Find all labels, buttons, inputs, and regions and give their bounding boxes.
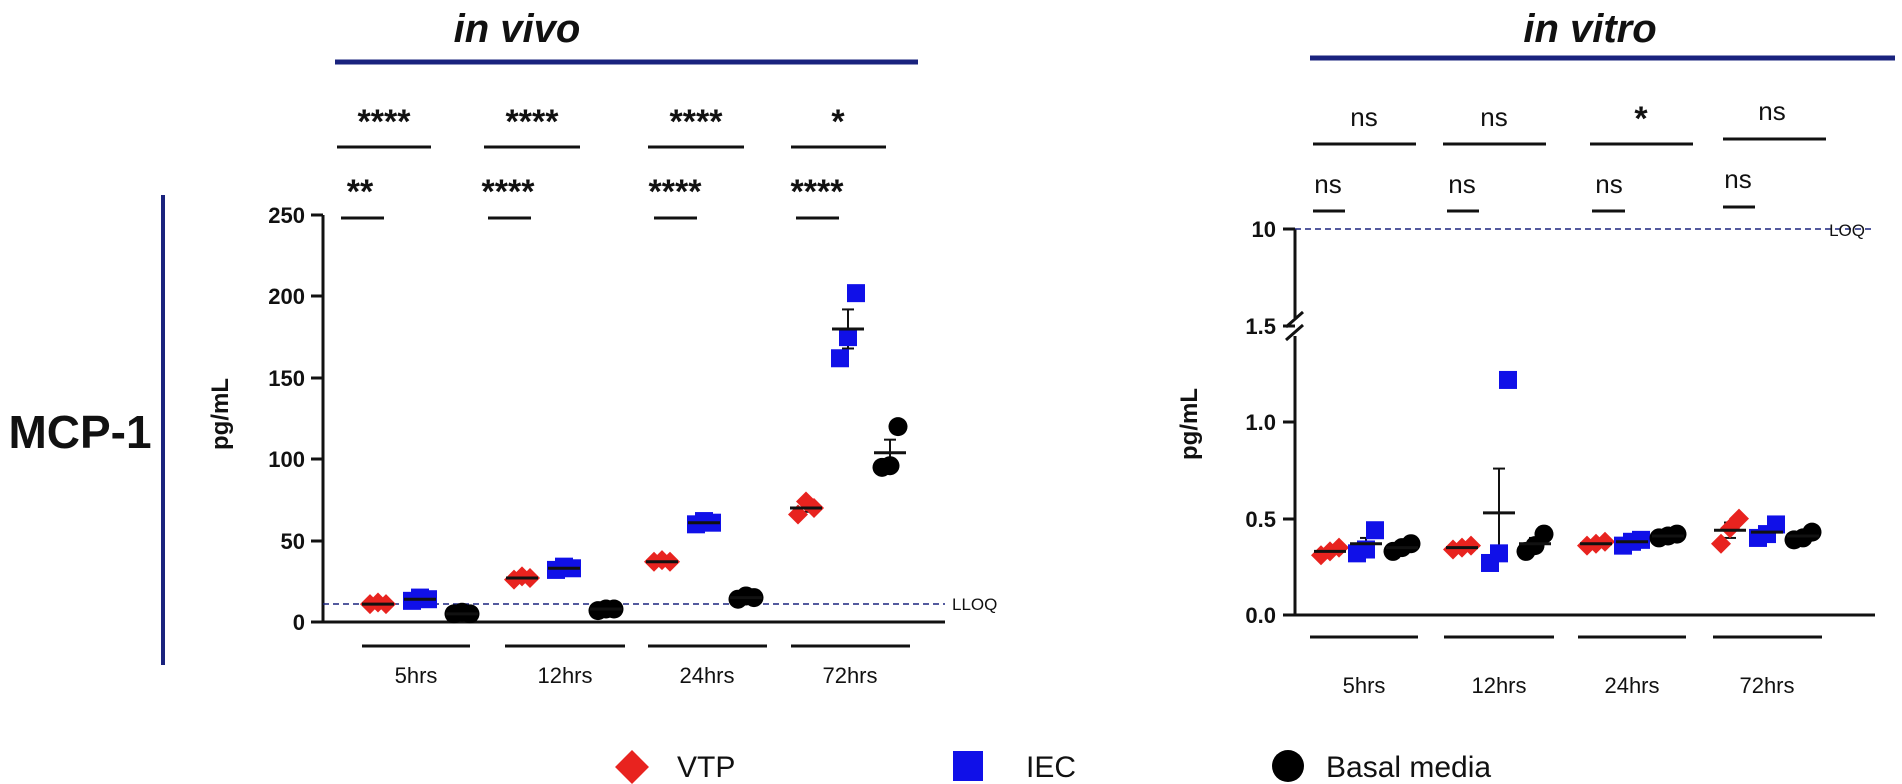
category-label-72hrs: 72hrs bbox=[822, 663, 877, 688]
point-in-vivo-basal-media-72hrs-3 bbox=[888, 417, 908, 437]
point-in-vitro-vtp-12hrs-3 bbox=[1461, 535, 1481, 556]
loq-label: LOQ bbox=[1829, 221, 1865, 240]
category-label-24hrs: 24hrs bbox=[679, 663, 734, 688]
y-ticks-in-vitro: 10 0.0 0.5 1.0 1.5 bbox=[1245, 217, 1295, 628]
point-in-vitro-iec-72hrs-3 bbox=[1767, 515, 1785, 534]
legend-marker-vtp bbox=[615, 750, 649, 784]
legend-marker-iec bbox=[953, 751, 983, 781]
legend-marker-basal-media bbox=[1272, 750, 1304, 782]
point-in-vivo-iec-72hrs-2 bbox=[839, 328, 857, 347]
sig-bottom-12hrs: **** bbox=[482, 173, 536, 211]
data-marks-in-vivo bbox=[360, 284, 908, 624]
y-axis-title-in-vivo: pg/mL bbox=[207, 378, 234, 450]
panel-in-vivo: in vivo MCP-1 pg/mL 0 50 100 150 200 250… bbox=[8, 7, 997, 688]
ytick-label-100: 100 bbox=[268, 447, 305, 472]
ytick-label-0.5: 0.5 bbox=[1245, 507, 1276, 532]
ytick-label-10: 10 bbox=[1252, 217, 1276, 242]
data-marks-in-vitro bbox=[1311, 370, 1822, 572]
ytick-label-1.5: 1.5 bbox=[1245, 314, 1276, 339]
panel-title-in-vitro: in vitro bbox=[1523, 7, 1656, 51]
sig-bottom-5hrs-vitro: ns bbox=[1314, 169, 1341, 199]
panel-title-in-vivo: in vivo bbox=[454, 7, 581, 51]
category-groups-in-vivo: 5hrs 12hrs 24hrs 72hrs bbox=[362, 644, 910, 688]
sig-bottom-5hrs: ** bbox=[347, 173, 374, 211]
point-in-vitro-iec-12hrs-3 bbox=[1499, 370, 1517, 389]
significance-in-vitro: ns ns * ns ns ns ns ns bbox=[1313, 96, 1826, 213]
ytick-label-250: 250 bbox=[268, 203, 305, 228]
sig-top-5hrs-vitro: ns bbox=[1350, 102, 1377, 132]
sig-top-24hrs: **** bbox=[670, 103, 724, 141]
ytick-label-50: 50 bbox=[281, 529, 305, 554]
point-in-vitro-vtp-72hrs-1 bbox=[1711, 533, 1731, 554]
point-in-vitro-basal-media-72hrs-3 bbox=[1802, 522, 1822, 542]
significance-in-vivo: **** **** **** * ** **** **** **** bbox=[337, 103, 886, 220]
point-in-vitro-basal-media-12hrs-3 bbox=[1534, 524, 1554, 544]
category-label-12hrs-vitro: 12hrs bbox=[1471, 673, 1526, 698]
point-in-vivo-iec-72hrs-1 bbox=[831, 349, 849, 368]
lloq-label: LLOQ bbox=[952, 595, 997, 614]
point-in-vitro-basal-media-5hrs-3 bbox=[1401, 534, 1421, 554]
point-in-vivo-vtp-72hrs-1 bbox=[788, 504, 808, 525]
category-label-24hrs-vitro: 24hrs bbox=[1604, 673, 1659, 698]
category-label-72hrs-vitro: 72hrs bbox=[1739, 673, 1794, 698]
ytick-label-1.0: 1.0 bbox=[1245, 410, 1276, 435]
point-in-vivo-basal-media-72hrs-2 bbox=[880, 456, 900, 476]
legend-label-basal-media: Basal media bbox=[1326, 751, 1491, 784]
sig-bottom-72hrs-vitro: ns bbox=[1724, 164, 1751, 194]
point-in-vitro-basal-media-24hrs-3 bbox=[1667, 524, 1687, 544]
ytick-label-0: 0 bbox=[293, 610, 305, 635]
category-label-5hrs-vitro: 5hrs bbox=[1343, 673, 1386, 698]
point-in-vivo-iec-72hrs-3 bbox=[847, 284, 865, 303]
point-in-vitro-iec-24hrs-3 bbox=[1632, 530, 1650, 549]
sig-top-72hrs: * bbox=[831, 103, 845, 141]
y-axis-title-in-vitro: pg/mL bbox=[1176, 388, 1203, 460]
sig-bottom-24hrs: **** bbox=[649, 173, 703, 211]
ytick-label-200: 200 bbox=[268, 284, 305, 309]
sig-bottom-72hrs: **** bbox=[791, 173, 845, 211]
point-in-vitro-vtp-24hrs-3 bbox=[1595, 531, 1615, 552]
ytick-label-0.0: 0.0 bbox=[1245, 603, 1276, 628]
sig-bottom-12hrs-vitro: ns bbox=[1448, 169, 1475, 199]
sig-top-12hrs: **** bbox=[506, 103, 560, 141]
row-label-mcp1: MCP-1 bbox=[8, 406, 151, 458]
point-in-vitro-vtp-72hrs-3 bbox=[1729, 508, 1749, 529]
point-in-vitro-iec-5hrs-3 bbox=[1366, 521, 1384, 540]
category-groups-in-vitro: 5hrs 12hrs 24hrs 72hrs bbox=[1310, 635, 1822, 698]
legend: VTP IEC Basal media bbox=[615, 750, 1491, 784]
sig-top-12hrs-vitro: ns bbox=[1480, 102, 1507, 132]
point-in-vitro-iec-12hrs-2 bbox=[1490, 544, 1508, 563]
category-label-12hrs: 12hrs bbox=[537, 663, 592, 688]
y-ticks-in-vivo: 0 50 100 150 200 250 bbox=[268, 203, 323, 635]
legend-label-vtp: VTP bbox=[677, 751, 735, 784]
sig-top-24hrs-vitro: * bbox=[1634, 100, 1648, 138]
ytick-label-150: 150 bbox=[268, 366, 305, 391]
panel-in-vitro: in vitro pg/mL 10 0.0 0.5 1.0 1.5 LOQ 5h… bbox=[1176, 7, 1895, 698]
sig-top-5hrs: **** bbox=[358, 103, 412, 141]
category-label-5hrs: 5hrs bbox=[395, 663, 438, 688]
legend-label-iec: IEC bbox=[1026, 751, 1076, 784]
sig-bottom-24hrs-vitro: ns bbox=[1595, 169, 1622, 199]
sig-top-72hrs-vitro: ns bbox=[1758, 96, 1785, 126]
axis-break-mark-lower bbox=[1285, 323, 1304, 342]
